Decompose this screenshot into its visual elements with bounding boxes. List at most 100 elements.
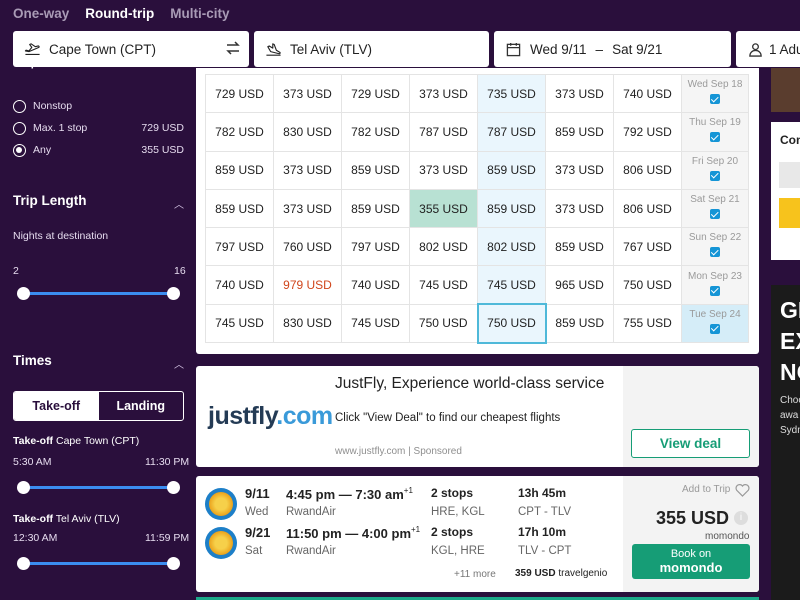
matrix-return-date[interactable]: Fri Sep 20 xyxy=(681,150,749,190)
matrix-return-date[interactable]: Tue Sep 24 xyxy=(681,303,749,344)
matrix-price-cell[interactable]: 859 USD xyxy=(205,188,274,229)
slider-handle[interactable] xyxy=(167,481,180,494)
swap-icon[interactable] xyxy=(225,40,241,59)
matrix-price-cell[interactable]: 373 USD xyxy=(273,188,342,229)
matrix-price-cell[interactable]: 373 USD xyxy=(545,73,614,114)
stops-option-any[interactable]: Any 355 USD xyxy=(13,141,184,159)
matrix-price-cell[interactable]: 787 USD xyxy=(477,112,546,152)
matrix-price-cell[interactable]: 830 USD xyxy=(273,303,342,344)
stops-option-max-1[interactable]: Max. 1 stop 729 USD xyxy=(13,119,184,137)
matrix-price-cell[interactable]: 965 USD xyxy=(545,265,614,305)
matrix-price-cell[interactable]: 859 USD xyxy=(341,150,410,190)
checkbox-checked-icon[interactable] xyxy=(710,247,720,258)
matrix-return-date[interactable]: Mon Sep 23 xyxy=(681,265,749,305)
matrix-return-date[interactable]: Wed Sep 18 xyxy=(681,73,749,114)
matrix-price-cell[interactable]: 760 USD xyxy=(273,227,342,267)
matrix-price-cell[interactable]: 859 USD xyxy=(477,188,546,229)
matrix-price-cell[interactable]: 802 USD xyxy=(477,227,546,267)
matrix-price-cell[interactable]: 859 USD xyxy=(545,227,614,267)
matrix-price-cell[interactable]: 735 USD xyxy=(477,73,546,114)
matrix-price-cell[interactable]: 373 USD xyxy=(409,150,478,190)
tab-landing[interactable]: Landing xyxy=(116,399,166,413)
origin-field[interactable]: Cape Town (CPT) xyxy=(13,31,249,67)
matrix-price-cell[interactable]: 750 USD xyxy=(409,303,478,344)
tab-take-off[interactable]: Take-off xyxy=(14,392,99,420)
matrix-return-date[interactable]: Thu Sep 19 xyxy=(681,112,749,152)
slider-handle[interactable] xyxy=(167,557,180,570)
flight-result-card[interactable]: 9/11 Wed 4:45 pm — 7:30 am+1 RwandAir 2 … xyxy=(196,476,759,592)
matrix-price-cell[interactable]: 802 USD xyxy=(409,227,478,267)
date-field[interactable]: Wed 9/11 – Sat 9/21 xyxy=(494,31,731,67)
chevron-up-icon[interactable]: ︿ xyxy=(174,200,184,211)
checkbox-checked-icon[interactable] xyxy=(710,285,720,296)
rail-yellow-button[interactable] xyxy=(779,198,800,228)
trip-type-one-way[interactable]: One-way xyxy=(13,5,70,21)
matrix-price-cell[interactable]: 859 USD xyxy=(341,188,410,229)
return-time-slider[interactable] xyxy=(23,562,173,565)
matrix-price-cell[interactable]: 729 USD xyxy=(205,73,274,114)
slider-handle[interactable] xyxy=(17,287,30,300)
matrix-price-cell[interactable]: 745 USD xyxy=(409,265,478,305)
alt-price[interactable]: 359 USD travelgenio xyxy=(515,568,607,579)
view-deal-button[interactable]: View deal xyxy=(631,429,750,458)
matrix-price-cell[interactable]: 859 USD xyxy=(545,303,614,344)
matrix-price-cell[interactable]: 750 USD xyxy=(476,303,547,344)
chevron-up-icon[interactable]: ︿ xyxy=(174,360,184,371)
more-providers-link[interactable]: +11 more xyxy=(454,569,496,580)
matrix-price-cell[interactable]: 745 USD xyxy=(205,303,274,344)
matrix-price-cell[interactable]: 373 USD xyxy=(545,150,614,190)
matrix-return-date[interactable]: Sun Sep 22 xyxy=(681,227,749,267)
checkbox-checked-icon[interactable] xyxy=(710,94,720,105)
outbound-time-slider[interactable] xyxy=(23,486,173,489)
matrix-price-cell[interactable]: 373 USD xyxy=(273,150,342,190)
rail-advert[interactable]: GE EX NO Choo awa Sydn xyxy=(771,285,800,600)
checkbox-checked-icon[interactable] xyxy=(710,170,720,181)
matrix-price-cell[interactable]: 830 USD xyxy=(273,112,342,152)
ad-title[interactable]: JustFly, Experience world-class service xyxy=(335,375,605,392)
matrix-price-cell[interactable]: 750 USD xyxy=(613,265,682,305)
checkbox-checked-icon[interactable] xyxy=(710,209,720,220)
slider-handle[interactable] xyxy=(17,481,30,494)
matrix-price-cell[interactable]: 373 USD xyxy=(545,188,614,229)
info-icon[interactable]: i xyxy=(734,511,748,525)
matrix-price-cell[interactable]: 859 USD xyxy=(205,150,274,190)
checkbox-checked-icon[interactable] xyxy=(710,132,720,143)
rail-gray-button[interactable] xyxy=(779,162,800,188)
travelers-field[interactable]: 1 Adult xyxy=(736,31,800,67)
matrix-price-cell[interactable]: 787 USD xyxy=(409,112,478,152)
destination-field[interactable]: Tel Aviv (TLV) xyxy=(254,31,489,67)
matrix-price-cell[interactable]: 792 USD xyxy=(613,112,682,152)
matrix-price-cell[interactable]: 745 USD xyxy=(477,265,546,305)
trip-length-slider[interactable] xyxy=(23,292,173,295)
matrix-price-cell[interactable]: 740 USD xyxy=(341,265,410,305)
matrix-price-cell[interactable]: 740 USD xyxy=(613,73,682,114)
add-to-trip-label[interactable]: Add to Trip xyxy=(682,484,731,495)
checkbox-checked-icon[interactable] xyxy=(710,323,720,334)
matrix-price-cell[interactable]: 355 USD xyxy=(409,188,478,229)
matrix-price-cell[interactable]: 755 USD xyxy=(613,303,682,344)
matrix-price-cell[interactable]: 373 USD xyxy=(273,73,342,114)
matrix-price-cell[interactable]: 740 USD xyxy=(205,265,274,305)
trip-type-multi-city[interactable]: Multi-city xyxy=(170,5,230,21)
matrix-price-cell[interactable]: 797 USD xyxy=(205,227,274,267)
radio-button[interactable] xyxy=(13,143,26,157)
matrix-price-cell[interactable]: 745 USD xyxy=(341,303,410,344)
matrix-price-cell[interactable]: 373 USD xyxy=(409,73,478,114)
matrix-price-cell[interactable]: 767 USD xyxy=(613,227,682,267)
slider-handle[interactable] xyxy=(17,557,30,570)
matrix-price-cell[interactable]: 806 USD xyxy=(613,188,682,229)
book-on-momondo-button[interactable]: Book on momondo xyxy=(632,544,750,579)
matrix-price-cell[interactable]: 797 USD xyxy=(341,227,410,267)
matrix-price-cell[interactable]: 729 USD xyxy=(341,73,410,114)
matrix-price-cell[interactable]: 782 USD xyxy=(341,112,410,152)
matrix-price-cell[interactable]: 979 USD xyxy=(273,265,342,305)
radio-button[interactable] xyxy=(13,99,26,113)
slider-handle[interactable] xyxy=(167,287,180,300)
stops-option-nonstop[interactable]: Nonstop xyxy=(13,97,184,115)
matrix-return-date[interactable]: Sat Sep 21 xyxy=(681,188,749,229)
trip-type-round-trip[interactable]: Round-trip xyxy=(85,5,155,21)
matrix-price-cell[interactable]: 806 USD xyxy=(613,150,682,190)
heart-icon[interactable] xyxy=(735,483,750,502)
matrix-price-cell[interactable]: 782 USD xyxy=(205,112,274,152)
matrix-price-cell[interactable]: 859 USD xyxy=(477,150,546,190)
